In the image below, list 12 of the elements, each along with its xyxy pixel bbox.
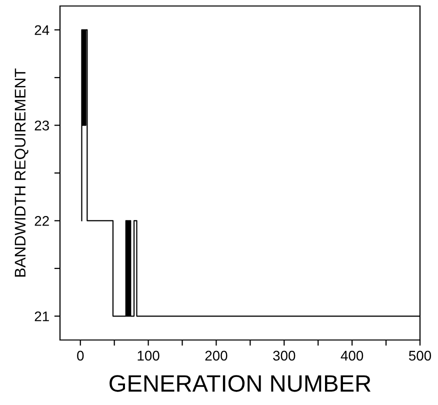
x-tick-label: 300 bbox=[273, 350, 296, 361]
x-tick-label: 0 bbox=[77, 350, 84, 361]
y-tick-label: 21 bbox=[34, 311, 49, 322]
x-tick-label: 400 bbox=[340, 350, 364, 361]
y-tick-label: 23 bbox=[34, 120, 49, 130]
x-tick-label: 100 bbox=[138, 350, 160, 361]
x-tick-label: 200 bbox=[205, 350, 228, 361]
y-tick-label: 24 bbox=[34, 25, 50, 35]
y-axis-title: BANDWIDTH REQUIREMENT bbox=[14, 68, 28, 277]
y-tick-label: 22 bbox=[34, 216, 49, 226]
x-tick-label: 500 bbox=[408, 350, 432, 361]
x-axis-title: GENERATION NUMBER bbox=[110, 375, 371, 392]
